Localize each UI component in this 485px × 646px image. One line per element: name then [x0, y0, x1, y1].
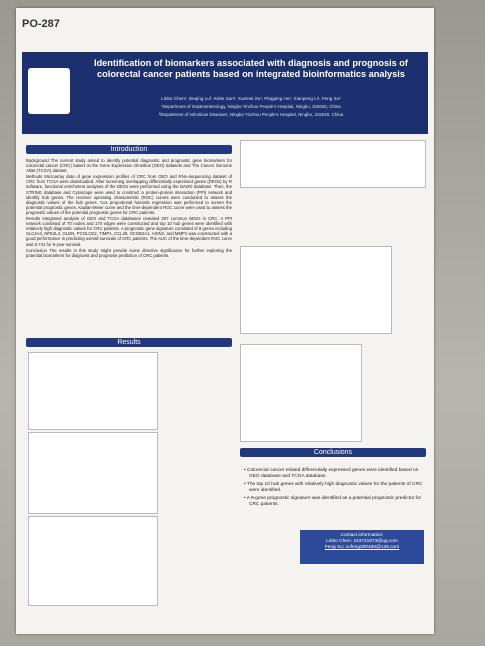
bullet: • A 9-gene prognostic signature was iden…	[244, 496, 422, 507]
section-heading: Introduction	[26, 145, 232, 154]
paragraph: Background The current study aimed to id…	[26, 158, 232, 174]
hospital-logo	[28, 68, 70, 114]
poster-id: PO-287	[22, 18, 60, 30]
contact-heading: Contact information:	[340, 533, 384, 538]
paragraph: Results Integrated analysis of GEO and T…	[26, 216, 232, 247]
section-heading: Conclusions	[240, 448, 426, 457]
figure	[28, 352, 158, 430]
affiliation: ¹Department of Gastroenterology, Ningbo …	[161, 104, 341, 109]
header-band	[22, 52, 428, 134]
survival-figure	[240, 344, 362, 442]
paragraph: Conclusion The results in this study mig…	[26, 247, 232, 258]
conclusion-list: • Colorectal cancer related differential…	[244, 468, 424, 510]
cox-table	[240, 246, 392, 334]
paragraph: Methods Microarray data of gene expressi…	[26, 174, 232, 215]
figure	[28, 516, 158, 606]
section-heading: Results	[26, 338, 232, 347]
bullet: • Colorectal cancer related differential…	[244, 468, 419, 479]
contact-line: Linbo Chen: 443741973@qq.com	[326, 539, 398, 544]
contact-box: Contact information: Linbo Chen: 4437419…	[300, 530, 424, 564]
roc-figure	[240, 140, 426, 188]
contact-line: Feng Xu: xufeng200468@126.com	[324, 545, 400, 550]
bullet: • The top 10 hub genes with relatively h…	[244, 482, 423, 493]
poster-title: Identification of biomarkers associated …	[94, 58, 408, 79]
authors: Linbo Chen¹, Deqing Lu², Keke Sun¹, Xuem…	[161, 96, 341, 101]
introduction-text: Background The current study aimed to id…	[26, 158, 232, 259]
figure	[28, 432, 158, 514]
affiliation: ²Department of Infectious Diseases, Ning…	[158, 112, 344, 117]
